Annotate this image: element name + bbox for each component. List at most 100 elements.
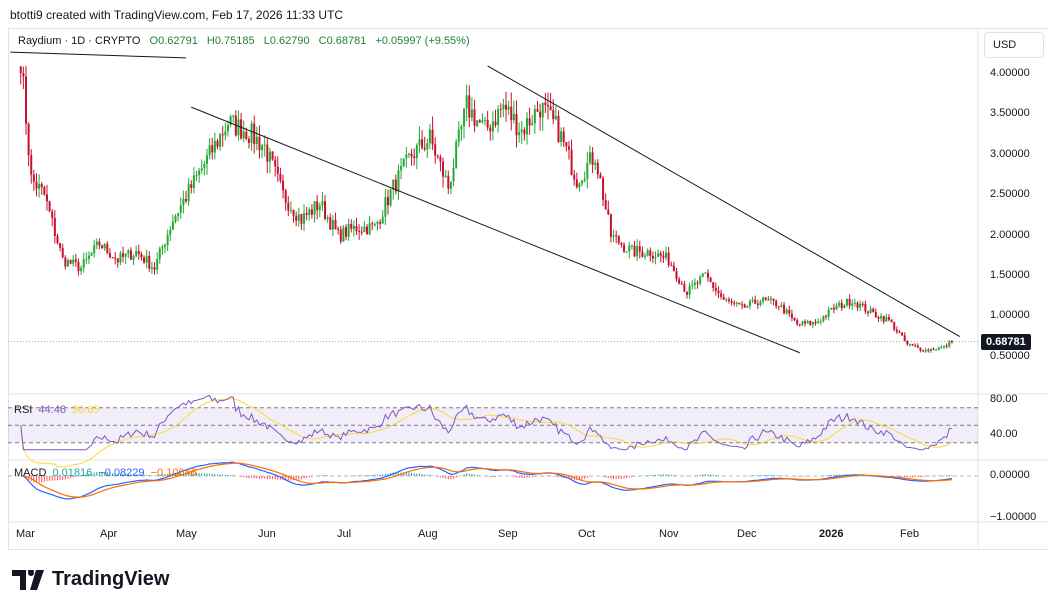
candle [368, 223, 371, 235]
candle [780, 304, 783, 307]
candle [924, 349, 927, 352]
candle [386, 197, 389, 206]
candle [591, 152, 594, 165]
candle [599, 174, 602, 179]
candle [609, 214, 612, 237]
candle [352, 225, 355, 229]
candle [45, 194, 48, 202]
chart-credit: btotti9 created with TradingView.com, Fe… [10, 8, 344, 22]
candle [927, 349, 930, 352]
candle [140, 253, 143, 258]
candle [738, 302, 741, 305]
candle [35, 181, 38, 189]
macd-signal-line [20, 462, 952, 498]
candle [324, 201, 327, 219]
candle [596, 162, 599, 175]
candle [455, 141, 458, 168]
candle [245, 131, 248, 139]
candle [389, 189, 392, 206]
candle [536, 109, 539, 112]
candle [722, 296, 725, 300]
candle [80, 267, 83, 272]
close-value: C0.68781 [318, 35, 367, 47]
candle [108, 252, 111, 258]
candle [40, 184, 43, 188]
time-tick: Feb [900, 528, 919, 540]
candle [384, 197, 387, 217]
candle [216, 140, 219, 147]
candle [431, 129, 434, 145]
candle [654, 256, 657, 259]
candle [762, 297, 765, 302]
candle [832, 307, 835, 310]
candle [224, 131, 227, 136]
candle [908, 344, 911, 346]
candle [240, 119, 243, 139]
candle [116, 258, 119, 263]
candle [796, 320, 799, 325]
candle [187, 184, 190, 202]
candle [848, 298, 851, 306]
price-tick: 0.50000 [990, 349, 1030, 362]
rsi-ma-value: 30.65 [72, 404, 100, 416]
candle [872, 308, 875, 313]
candle [817, 321, 820, 324]
candle [371, 223, 374, 225]
candle [709, 277, 712, 283]
candle [911, 344, 914, 346]
candle [363, 226, 366, 232]
candle [400, 165, 403, 171]
candle [549, 106, 552, 110]
candle [612, 235, 615, 237]
candle [882, 316, 885, 322]
candle [539, 111, 542, 118]
time-tick: Jun [258, 528, 276, 540]
price-tick: 4.00000 [990, 67, 1030, 79]
candle [651, 256, 654, 259]
candle [827, 309, 830, 317]
candle [741, 304, 744, 306]
candle [895, 329, 898, 332]
candle [205, 155, 208, 164]
candle [877, 317, 880, 319]
macd-value: −0.08229 [98, 467, 145, 479]
candle [898, 331, 901, 334]
candle [531, 123, 534, 126]
candle [819, 320, 822, 322]
candle [392, 179, 395, 190]
candle [769, 298, 772, 300]
candle [712, 282, 715, 288]
tradingview-logo-icon [12, 569, 44, 590]
candle [182, 198, 185, 206]
candle [358, 231, 361, 233]
candle [607, 209, 610, 215]
candle [733, 302, 736, 304]
candle [785, 309, 788, 314]
candle [570, 149, 573, 175]
candle [326, 217, 329, 219]
candle [573, 174, 576, 180]
candle [255, 136, 258, 145]
candle [195, 175, 198, 177]
candle [743, 304, 746, 308]
candle [158, 248, 161, 259]
currency-button[interactable]: USD [984, 32, 1044, 58]
candle [628, 245, 631, 252]
candle [305, 213, 308, 215]
candle [247, 138, 250, 143]
candle [337, 228, 340, 230]
candle [473, 109, 476, 126]
candle [284, 190, 287, 203]
candle [914, 345, 917, 347]
time-tick: Apr [100, 528, 118, 540]
symbol-name[interactable]: Raydium · 1D · CRYPTO [18, 35, 141, 47]
candle [405, 154, 408, 159]
candle [137, 250, 140, 254]
candle [282, 180, 285, 191]
symbol-legend: Raydium · 1D · CRYPTO O0.62791 H0.75185 … [18, 35, 470, 47]
candle [72, 259, 75, 264]
candle [809, 321, 812, 325]
candle [567, 146, 570, 150]
candle [486, 119, 489, 128]
